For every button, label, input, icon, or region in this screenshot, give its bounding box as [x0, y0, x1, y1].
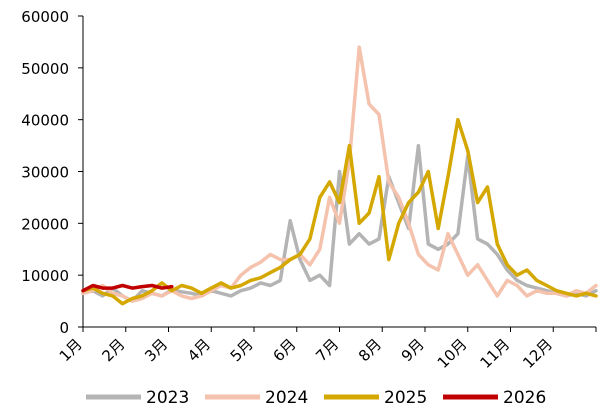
series-lines	[81, 45, 598, 306]
legend-label-2025: 2025	[384, 388, 427, 408]
legend-label-2024: 2024	[265, 388, 308, 408]
series-line-2024	[81, 45, 598, 303]
x-tick-label: 10月	[434, 335, 471, 372]
y-axis: 0 10000 20000 30000 40000 50000 60000	[21, 8, 84, 337]
x-axis: 1月 2月 3月 4月 5月 6月 7月 8月 9月 10月 11月 12月	[56, 326, 597, 372]
x-tick-label: 7月	[312, 335, 342, 365]
x-tick-label: 6月	[269, 335, 299, 365]
y-tick-label: 60000	[21, 8, 69, 26]
x-tick-label: 1月	[56, 335, 86, 365]
x-tick-label: 5月	[227, 335, 257, 365]
y-tick-label: 30000	[21, 164, 69, 182]
x-tick-label: 3月	[141, 335, 171, 365]
y-tick-label: 10000	[21, 267, 69, 285]
series-line-2025	[81, 117, 598, 306]
y-tick-label: 40000	[21, 112, 69, 130]
y-tick-label: 0	[59, 319, 69, 337]
x-tick-label: 4月	[184, 335, 214, 365]
legend: 2023 2024 2025 2026	[86, 388, 546, 408]
x-tick-label: 2月	[98, 335, 128, 365]
y-tick-label: 50000	[21, 60, 69, 78]
legend-label-2023: 2023	[146, 388, 189, 408]
x-tick-label: 9月	[398, 335, 428, 365]
y-tick-label: 20000	[21, 215, 69, 233]
x-tick-label: 11月	[476, 335, 513, 372]
series-line-2026	[81, 283, 174, 293]
x-tick-label: 8月	[355, 335, 385, 365]
x-tick-label: 12月	[519, 335, 556, 372]
legend-label-2026: 2026	[503, 388, 546, 408]
